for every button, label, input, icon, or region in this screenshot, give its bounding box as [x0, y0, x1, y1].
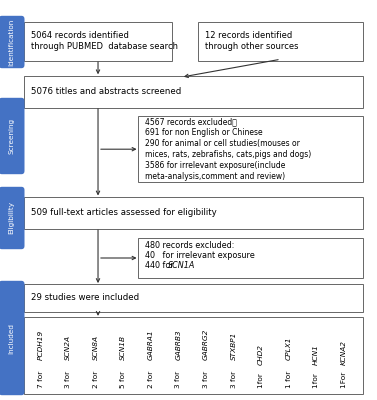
Text: 1for: 1for — [313, 371, 319, 388]
Text: GABRA1: GABRA1 — [148, 330, 154, 360]
Text: 1 for: 1 for — [286, 368, 292, 388]
FancyBboxPatch shape — [24, 317, 363, 394]
Text: 3 for: 3 for — [231, 368, 236, 388]
Text: 5 for: 5 for — [120, 368, 126, 388]
FancyBboxPatch shape — [0, 98, 25, 174]
FancyBboxPatch shape — [24, 197, 363, 229]
Text: 3 for: 3 for — [175, 368, 181, 388]
Text: 3 for STXBP1: 3 for STXBP1 — [231, 340, 236, 388]
Text: 29 studies were included: 29 studies were included — [31, 294, 139, 302]
Text: 1for HCN1: 1for HCN1 — [313, 350, 319, 388]
FancyBboxPatch shape — [0, 281, 25, 395]
Text: 5076 titles and abstracts screened: 5076 titles and abstracts screened — [31, 87, 181, 96]
Text: HCN1: HCN1 — [313, 344, 319, 365]
Text: GABRG2: GABRG2 — [203, 329, 209, 360]
Text: 2 for SCN8A: 2 for SCN8A — [93, 343, 99, 388]
FancyBboxPatch shape — [24, 284, 363, 312]
Text: 1For KCNA2: 1For KCNA2 — [341, 344, 347, 388]
Text: Eligibility: Eligibility — [9, 202, 15, 234]
Text: GABRB3: GABRB3 — [175, 330, 181, 360]
Text: 440 for: 440 for — [145, 262, 176, 270]
Text: 3 for GABRB3: 3 for GABRB3 — [175, 338, 181, 388]
FancyBboxPatch shape — [138, 116, 363, 182]
Text: 2 for: 2 for — [148, 368, 154, 388]
Text: 4567 records excluded：
691 for non English or Chinese
290 for animal or cell stu: 4567 records excluded： 691 for non Engli… — [145, 117, 311, 182]
Text: 3 for: 3 for — [65, 368, 71, 388]
Text: 5064 records identified
through PUBMED  database search: 5064 records identified through PUBMED d… — [31, 31, 178, 51]
FancyBboxPatch shape — [0, 16, 25, 68]
Text: 7 for PCDH19: 7 for PCDH19 — [38, 338, 44, 388]
Text: 3 for SCN2A: 3 for SCN2A — [65, 343, 71, 388]
Text: CHD2: CHD2 — [258, 344, 264, 365]
Text: 12 records identified
through other sources: 12 records identified through other sour… — [205, 31, 299, 51]
Text: SCN2A: SCN2A — [65, 335, 71, 360]
Text: KCNA2: KCNA2 — [341, 340, 347, 365]
Text: 1for: 1for — [258, 371, 264, 388]
Text: SCN1B: SCN1B — [120, 335, 126, 360]
Text: 3 for GABRG2: 3 for GABRG2 — [203, 337, 209, 388]
FancyBboxPatch shape — [0, 187, 25, 249]
Text: PCDH19: PCDH19 — [38, 330, 44, 360]
Text: 1 for CPLX1: 1 for CPLX1 — [286, 345, 292, 388]
Text: Identification: Identification — [9, 18, 15, 66]
Text: STXBP1: STXBP1 — [231, 332, 236, 360]
Text: 3 for: 3 for — [203, 368, 209, 388]
Text: 2 for: 2 for — [93, 368, 99, 388]
Text: 1for CHD2: 1for CHD2 — [258, 350, 264, 388]
FancyBboxPatch shape — [24, 22, 172, 61]
Text: Included: Included — [9, 322, 15, 354]
Text: 40   for irrelevant exposure: 40 for irrelevant exposure — [145, 252, 254, 260]
Text: SCN1A: SCN1A — [168, 262, 196, 270]
Text: 480 records excluded:: 480 records excluded: — [145, 242, 234, 250]
FancyBboxPatch shape — [24, 76, 363, 108]
Text: 1For: 1For — [341, 369, 347, 388]
Text: Screening: Screening — [9, 118, 15, 154]
FancyBboxPatch shape — [138, 238, 363, 278]
Text: 509 full-text articles assessed for eligibility: 509 full-text articles assessed for elig… — [31, 208, 217, 217]
FancyBboxPatch shape — [198, 22, 363, 61]
Text: CPLX1: CPLX1 — [286, 337, 292, 360]
Text: 7 for: 7 for — [38, 368, 44, 388]
Text: 2 for GABRA1: 2 for GABRA1 — [148, 338, 154, 388]
Text: 5 for SCN1B: 5 for SCN1B — [120, 343, 126, 388]
Text: SCN8A: SCN8A — [93, 335, 99, 360]
